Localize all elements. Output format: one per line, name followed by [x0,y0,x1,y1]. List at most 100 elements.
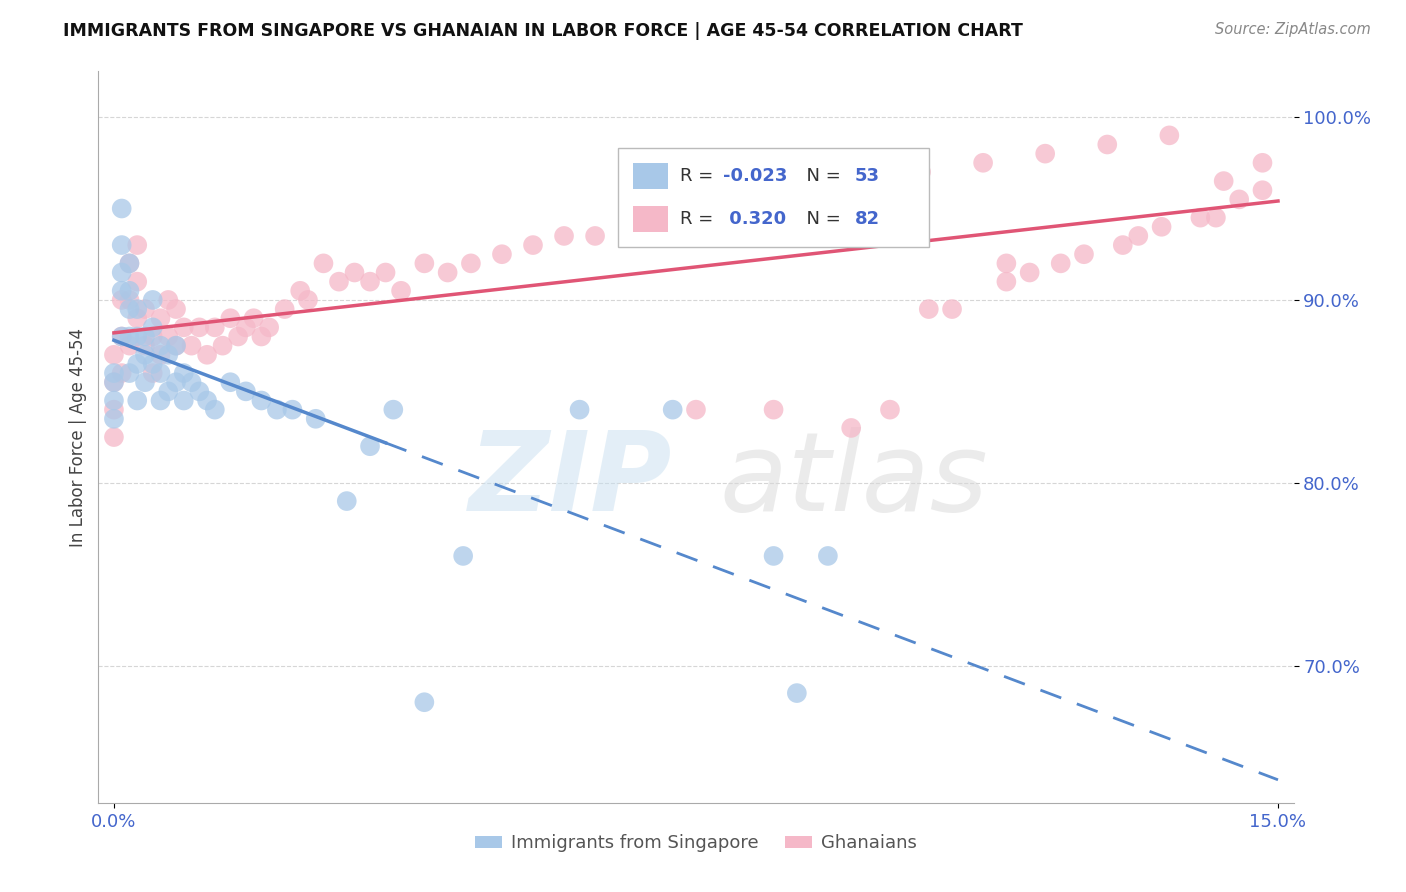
Point [180,338,202,352]
Point [382,402,405,417]
Point [1033,146,1056,161]
Point [103,375,125,389]
Point [195,348,218,362]
Point [1251,155,1274,169]
Point [127,275,149,289]
Point [118,366,141,380]
Point [142,320,165,334]
Point [195,393,218,408]
Point [134,375,156,389]
Point [142,357,165,371]
Point [1128,228,1150,243]
Point [1073,247,1095,261]
Point [103,393,125,408]
Point [118,338,141,352]
Point [1189,211,1212,225]
Point [103,411,125,425]
Point [762,402,785,417]
Point [142,366,165,380]
Text: 53: 53 [855,167,880,185]
Point [972,155,994,169]
Point [103,348,125,362]
Point [149,393,172,408]
Point [436,265,458,279]
Legend: Immigrants from Singapore, Ghanaians: Immigrants from Singapore, Ghanaians [467,827,925,860]
Point [142,329,165,343]
Point [103,430,125,444]
Point [786,686,808,700]
Point [1212,174,1234,188]
Point [157,348,180,362]
Point [103,402,125,417]
Point [755,183,778,197]
Point [661,202,683,216]
Point [359,439,381,453]
Point [173,366,195,380]
Point [336,494,359,508]
Point [118,284,141,298]
Point [1159,128,1181,143]
Point [817,549,839,563]
Point [111,329,134,343]
Point [118,256,141,270]
Point [149,311,172,326]
Point [157,384,180,399]
Text: 0.320: 0.320 [724,211,786,228]
Point [180,375,202,389]
Point [188,384,211,399]
Point [188,320,211,334]
Point [226,329,249,343]
Point [583,228,606,243]
Point [118,256,141,270]
Point [118,301,141,316]
Point [165,338,187,352]
Point [305,411,328,425]
Point [879,402,901,417]
Point [522,238,544,252]
FancyBboxPatch shape [619,148,929,247]
Point [149,348,172,362]
Point [1097,137,1119,152]
Point [359,275,381,289]
Point [709,192,731,206]
Bar [633,206,668,233]
Point [685,402,707,417]
Point [127,301,149,316]
Text: Source: ZipAtlas.com: Source: ZipAtlas.com [1215,22,1371,37]
Text: -0.023: -0.023 [724,167,787,185]
Point [211,338,233,352]
Point [918,301,941,316]
Point [273,301,295,316]
Point [281,402,304,417]
Text: R =: R = [681,211,720,228]
Bar [633,162,668,189]
Point [165,301,187,316]
Point [111,293,134,307]
Text: IMMIGRANTS FROM SINGAPORE VS GHANAIAN IN LABOR FORCE | AGE 45-54 CORRELATION CHA: IMMIGRANTS FROM SINGAPORE VS GHANAIAN IN… [63,22,1024,40]
Text: N =: N = [796,167,846,185]
Point [389,284,412,298]
Point [451,549,474,563]
Point [173,393,195,408]
Point [623,211,645,225]
Point [250,393,273,408]
Point [297,293,319,307]
Point [995,256,1018,270]
Point [235,384,257,399]
Point [661,402,683,417]
Point [491,247,513,261]
Point [1205,211,1227,225]
Text: R =: R = [681,167,720,185]
Point [1018,265,1040,279]
Point [134,348,156,362]
Point [219,311,242,326]
Point [762,549,785,563]
Point [995,275,1018,289]
Point [250,329,273,343]
Point [235,320,257,334]
Point [290,284,312,298]
Point [801,183,824,197]
Point [134,338,156,352]
Point [839,421,862,435]
Point [941,301,963,316]
